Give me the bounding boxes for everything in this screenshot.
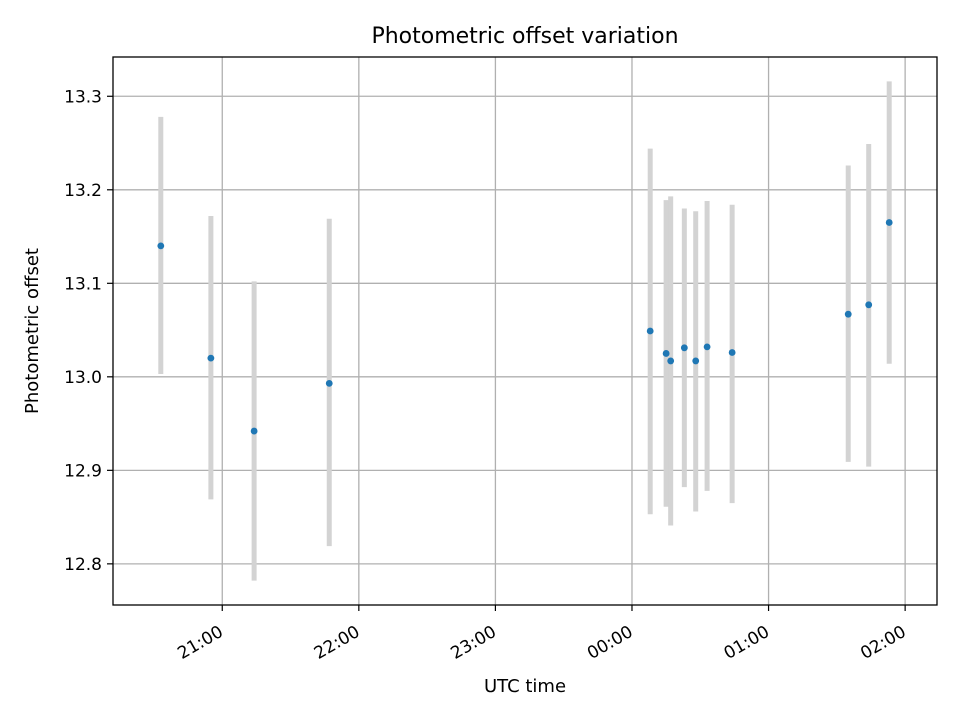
data-points (157, 219, 893, 435)
data-point (667, 357, 675, 365)
y-tick-label: 13.1 (64, 274, 102, 294)
data-point (250, 427, 258, 435)
data-point (157, 242, 165, 250)
data-point (207, 354, 215, 362)
data-point (692, 357, 700, 365)
data-point (325, 379, 333, 387)
data-point (844, 310, 852, 318)
plot-frame (112, 56, 938, 606)
y-axis-label: Photometric offset (22, 248, 43, 414)
y-tick-label: 13.3 (64, 87, 102, 107)
data-point (703, 343, 711, 351)
x-axis-label: UTC time (484, 676, 566, 697)
chart-title: Photometric offset variation (371, 24, 678, 49)
data-point (646, 327, 654, 335)
data-point (865, 301, 873, 309)
grid (113, 57, 937, 605)
data-point (885, 219, 893, 226)
y-tick-label: 12.9 (64, 461, 102, 481)
y-tick-label: 13.0 (64, 368, 102, 388)
data-point (680, 344, 688, 352)
y-tick-label: 13.2 (64, 181, 102, 201)
data-point (728, 349, 736, 356)
y-axis-ticks: 12.8 12.9 13.0 13.1 13.2 13.3 (64, 87, 113, 575)
y-tick-label: 12.8 (64, 555, 102, 575)
data-point (662, 350, 670, 357)
